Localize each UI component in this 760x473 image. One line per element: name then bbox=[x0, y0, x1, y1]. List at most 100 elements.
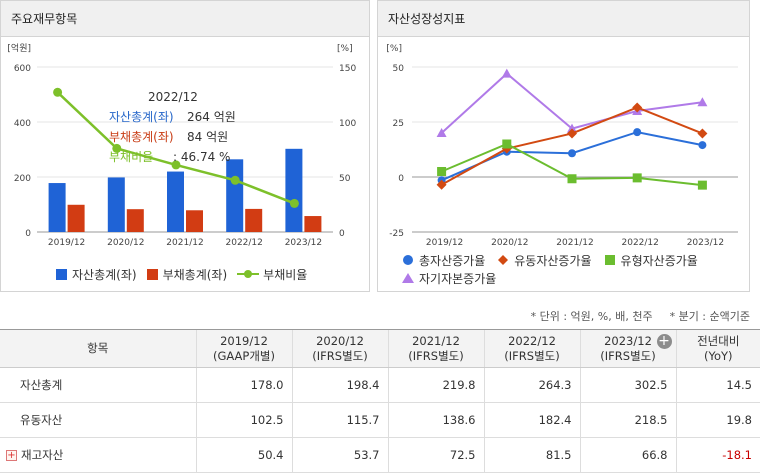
legend-tangible-growth[interactable]: 유형자산증가율 bbox=[602, 251, 698, 269]
tooltip-liability-value: 84 억원 bbox=[187, 130, 228, 144]
left-axis-tick: 400 bbox=[14, 119, 31, 129]
yoy-cell: -18.1 bbox=[675, 437, 760, 473]
header-2022: 2022/12 (IFRS별도) bbox=[483, 329, 580, 368]
legend-total-growth-marker bbox=[403, 255, 413, 265]
header-2021: 2021/12 (IFRS별도) bbox=[387, 329, 484, 368]
legend-liability-swatch bbox=[146, 268, 158, 280]
right-axis-unit: [%] bbox=[337, 44, 353, 54]
table-meta: * 단위 : 억원, %, 배, 천주 * 분기 : 순액기준 bbox=[531, 308, 750, 324]
x-axis-tick: 2022/12 bbox=[226, 238, 263, 248]
equity-growth-point[interactable] bbox=[567, 123, 577, 133]
equity-growth-point[interactable] bbox=[501, 68, 512, 78]
current-growth-point[interactable] bbox=[567, 128, 577, 139]
table-row: + 재고자산 50.4 53.7 72.5 81.5 66.8 -18.1 bbox=[0, 437, 760, 473]
y-axis-tick: 25 bbox=[393, 119, 404, 129]
x-axis-tick: 2021/12 bbox=[556, 238, 593, 248]
value-cell: 102.5 bbox=[195, 402, 292, 438]
tooltip-period: 2022/12 bbox=[148, 90, 198, 104]
asset-growth-panel: 자산성장성지표 -25 0 25 50 [%] 2019/12 2020/12 2021/12… bbox=[377, 0, 750, 292]
debt-ratio-point[interactable] bbox=[230, 175, 240, 185]
legend-asset-swatch bbox=[56, 268, 67, 280]
left-axis-tick: 600 bbox=[14, 64, 31, 74]
total-growth-point[interactable] bbox=[633, 128, 642, 137]
total-growth-point[interactable] bbox=[698, 141, 707, 150]
value-cell: 182.4 bbox=[483, 402, 580, 438]
period-note: * 분기 : 순액기준 bbox=[669, 310, 750, 323]
x-axis-tick: 2021/12 bbox=[166, 238, 203, 248]
total-growth-point[interactable] bbox=[568, 149, 576, 158]
key-financials-panel: 주요재무항목 0 200 400 600 0 50 100 150 [억원] [%] 2019/12… bbox=[0, 0, 370, 292]
debt-ratio-point[interactable] bbox=[112, 143, 122, 153]
left-axis-tick: 200 bbox=[14, 174, 31, 184]
y-axis-unit: [%] bbox=[386, 44, 402, 54]
asset-bar[interactable] bbox=[48, 183, 66, 232]
liability-bar[interactable] bbox=[304, 216, 322, 232]
legend-current-growth[interactable]: 유동자산증가율 bbox=[495, 251, 592, 269]
key-financials-title: 주요재무항목 bbox=[1, 1, 369, 37]
tooltip-liability-label: 부채총계(좌) bbox=[109, 130, 174, 144]
legend-ratio[interactable]: 부채비율 bbox=[237, 265, 307, 283]
debt-ratio-point[interactable] bbox=[171, 160, 181, 170]
legend-equity-growth[interactable]: 자기자본증가율 bbox=[400, 269, 496, 287]
liability-bar[interactable] bbox=[245, 208, 263, 232]
liability-bar[interactable] bbox=[67, 204, 85, 232]
right-axis-tick: 100 bbox=[339, 119, 356, 129]
legend-current-growth-marker bbox=[498, 255, 509, 265]
value-cell: 81.5 bbox=[483, 437, 580, 473]
y-axis-tick: 0 bbox=[398, 174, 404, 184]
row-label[interactable]: + 재고자산 bbox=[0, 437, 196, 473]
current-growth-point[interactable] bbox=[436, 179, 447, 190]
value-cell: 53.7 bbox=[291, 437, 388, 473]
tangible-growth-point[interactable] bbox=[697, 180, 707, 190]
yoy-cell: 14.5 bbox=[675, 367, 760, 403]
expand-columns-icon[interactable]: + bbox=[656, 333, 672, 349]
value-cell: 115.7 bbox=[291, 402, 388, 438]
x-axis-tick: 2023/12 bbox=[285, 238, 322, 248]
expand-row-icon[interactable]: + bbox=[6, 450, 17, 461]
debt-ratio-point[interactable] bbox=[289, 198, 299, 208]
value-cell: 50.4 bbox=[195, 437, 292, 473]
header-yoy: 전년대비 (YoY) bbox=[675, 329, 760, 368]
legend-liability[interactable]: 부채총계(좌) bbox=[146, 265, 227, 283]
asset-bar[interactable] bbox=[285, 148, 303, 232]
tangible-growth-point[interactable] bbox=[632, 173, 642, 183]
x-axis-tick: 2019/12 bbox=[48, 238, 85, 248]
liability-bar[interactable] bbox=[186, 210, 203, 232]
row-label: 자산총계 bbox=[0, 367, 196, 403]
value-cell: 138.6 bbox=[387, 402, 484, 438]
y-axis-tick: 50 bbox=[393, 64, 405, 74]
tooltip-asset-value: 264 억원 bbox=[187, 110, 236, 124]
financial-table: 항목 2019/12 (GAAP개별) 2020/12 (IFRS별도) 2021/… bbox=[0, 329, 760, 473]
legend-equity-growth-marker bbox=[402, 273, 414, 283]
legend-asset[interactable]: 자산총계(좌) bbox=[56, 265, 137, 283]
header-2020: 2020/12 (IFRS별도) bbox=[291, 329, 388, 368]
key-financials-legend: 자산총계(좌) 부채총계(좌) 부채비율 bbox=[56, 265, 317, 283]
table-header-row: 항목 2019/12 (GAAP개별) 2020/12 (IFRS별도) 2021/… bbox=[0, 329, 760, 368]
liability-bar[interactable] bbox=[126, 209, 144, 232]
current-growth-point[interactable] bbox=[697, 128, 708, 139]
value-cell: 72.5 bbox=[387, 437, 484, 473]
asset-bar[interactable] bbox=[167, 171, 184, 232]
x-axis-tick: 2022/12 bbox=[622, 238, 659, 248]
equity-growth-point[interactable] bbox=[697, 97, 708, 107]
x-axis-tick: 2020/12 bbox=[107, 238, 144, 248]
equity-growth-point[interactable] bbox=[436, 128, 447, 137]
right-axis-tick: 150 bbox=[339, 64, 356, 74]
asset-bar[interactable] bbox=[226, 159, 244, 232]
legend-ratio-swatch bbox=[237, 270, 260, 278]
current-growth-point[interactable] bbox=[632, 102, 643, 113]
x-axis-tick: 2020/12 bbox=[491, 238, 528, 248]
debt-ratio-point[interactable] bbox=[53, 87, 63, 97]
header-2023: 2023/12 (IFRS별도) + bbox=[579, 329, 676, 368]
tooltip-ratio-label: 부채비율 bbox=[109, 150, 153, 164]
x-axis-tick: 2019/12 bbox=[426, 238, 463, 248]
table-row: 유동자산 102.5 115.7 138.6 182.4 218.5 19.8 bbox=[0, 402, 760, 438]
tangible-growth-point[interactable] bbox=[567, 174, 577, 184]
row-label: 유동자산 bbox=[0, 402, 196, 438]
asset-growth-title: 자산성장성지표 bbox=[378, 1, 749, 37]
tangible-growth-point[interactable] bbox=[437, 167, 447, 176]
asset-bar[interactable] bbox=[107, 177, 125, 232]
value-cell: 219.8 bbox=[387, 367, 484, 403]
legend-total-growth[interactable]: 총자산증가율 bbox=[400, 251, 485, 269]
tangible-growth-point[interactable] bbox=[502, 139, 512, 149]
